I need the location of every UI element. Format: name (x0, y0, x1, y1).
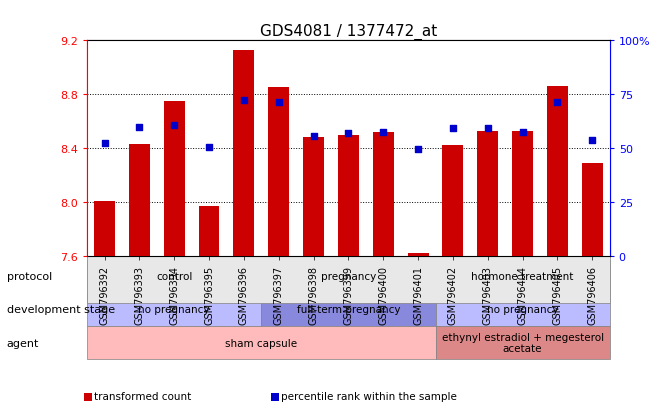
Bar (477, 131, 498, 256)
Point (239, 97, 249, 104)
Point (517, 129, 528, 136)
Point (378, 129, 389, 136)
Bar (582, 164, 603, 256)
Bar (407, 253, 429, 256)
Text: full-term pregnancy: full-term pregnancy (297, 305, 400, 315)
Text: percentile rank within the sample: percentile rank within the sample (281, 391, 458, 401)
Point (273, 100, 284, 106)
Title: GDS4081 / 1377472_at: GDS4081 / 1377472_at (260, 24, 437, 40)
Text: agent: agent (7, 338, 39, 348)
Text: sham capsule: sham capsule (225, 338, 297, 348)
Bar (338, 135, 359, 256)
Point (413, 147, 423, 153)
Text: control: control (156, 272, 192, 282)
Text: hormone treatment: hormone treatment (472, 272, 574, 282)
Text: no pregnancy: no pregnancy (487, 305, 558, 315)
Point (552, 100, 563, 106)
Bar (268, 88, 289, 256)
Text: development stage: development stage (7, 305, 115, 315)
Bar (512, 131, 533, 256)
Bar (442, 146, 464, 256)
Text: ethynyl estradiol + megesterol
acetate: ethynyl estradiol + megesterol acetate (442, 332, 604, 354)
Point (308, 133, 319, 140)
Point (204, 144, 214, 151)
Bar (233, 51, 255, 256)
Text: no pregnancy: no pregnancy (139, 305, 210, 315)
Bar (94, 201, 115, 256)
Bar (547, 87, 568, 256)
Point (448, 125, 458, 132)
Bar (129, 145, 150, 256)
Point (134, 124, 145, 131)
Text: protocol: protocol (7, 272, 52, 282)
Bar (303, 138, 324, 256)
Point (99, 140, 110, 147)
Point (587, 137, 598, 144)
Bar (373, 133, 394, 256)
Bar (163, 102, 185, 256)
Point (482, 125, 493, 132)
Text: pregnancy: pregnancy (321, 272, 376, 282)
Point (169, 123, 180, 129)
Bar (198, 206, 220, 256)
Point (343, 131, 354, 137)
Text: transformed count: transformed count (94, 391, 191, 401)
